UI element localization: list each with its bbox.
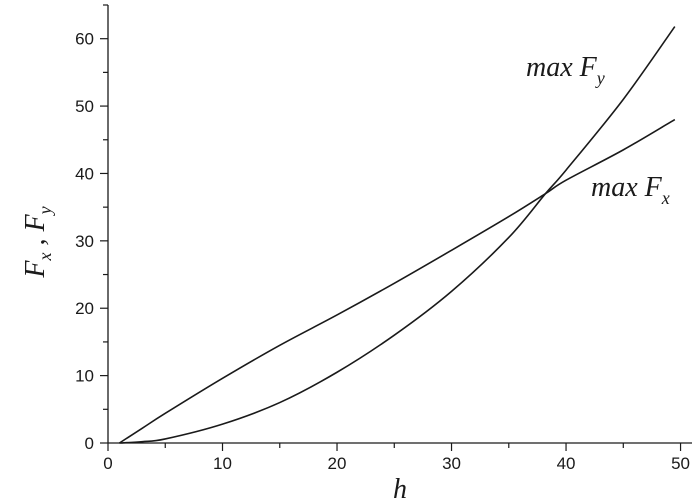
y-tick-label: 50 — [75, 97, 94, 116]
y-axis-label: Fx , Fy — [20, 206, 55, 278]
y-tick-label: 10 — [75, 367, 94, 386]
series-label-max-fx: max Fx — [591, 172, 670, 208]
y-tick-label: 0 — [85, 434, 94, 453]
x-tick-label: 30 — [442, 454, 461, 473]
series-line-max-fy — [119, 26, 676, 444]
series-label-max-fy: max Fy — [526, 52, 605, 88]
y-tick-label: 40 — [75, 164, 94, 183]
x-tick-label: 10 — [213, 454, 232, 473]
y-tick-label: 30 — [75, 232, 94, 251]
ticks: 0 10 20 30 40 50 0 10 20 30 40 50 60 — [75, 4, 690, 473]
series-line-max-fx — [119, 118, 676, 444]
x-tick-label: 0 — [103, 454, 112, 473]
x-tick-label: 50 — [671, 454, 690, 473]
x-axis-label: h — [393, 474, 407, 504]
y-tick-label: 60 — [75, 30, 94, 49]
y-tick-label: 20 — [75, 299, 94, 318]
axes — [107, 5, 692, 444]
plot-area — [119, 26, 676, 444]
x-tick-label: 20 — [328, 454, 347, 473]
x-tick-label: 40 — [557, 454, 576, 473]
